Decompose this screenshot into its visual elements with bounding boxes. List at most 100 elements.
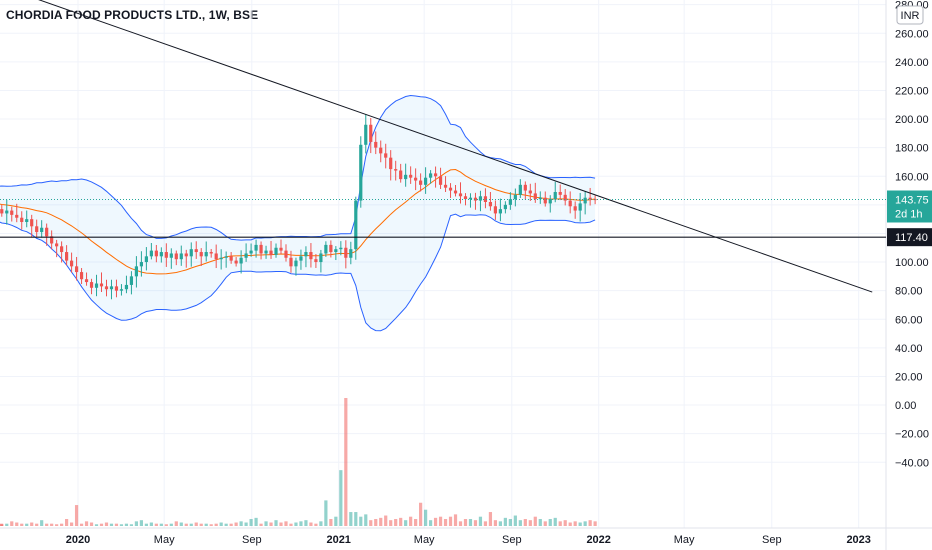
horizontal-line-badge: 117.40 (887, 228, 932, 247)
volume-bar (304, 520, 308, 526)
candle (114, 279, 119, 298)
volume-bar (15, 522, 19, 526)
y-tick-label: 100.00 (895, 257, 929, 269)
volume-bar (55, 524, 59, 526)
y-tick-label: 0.00 (895, 400, 916, 412)
candle (264, 245, 268, 259)
candle (139, 251, 143, 277)
volume-bar (344, 398, 348, 526)
candle (399, 163, 403, 183)
candle (0, 204, 4, 217)
bollinger-band-fill (0, 95, 596, 331)
volume-bar (389, 520, 393, 526)
y-tick-label: 180.00 (895, 143, 929, 155)
volume-bar (438, 516, 443, 526)
volume-bar (114, 523, 119, 526)
volume-bar (548, 519, 552, 526)
candle (498, 198, 502, 222)
x-tick-label: 2023 (846, 534, 870, 546)
descending-trendline[interactable] (0, 0, 873, 293)
candle (184, 249, 188, 268)
candle (593, 195, 597, 205)
volume-bar (364, 514, 368, 526)
volume-bar (553, 517, 557, 526)
candle (379, 140, 383, 163)
candle (513, 188, 517, 207)
candle (349, 241, 353, 265)
volume-bar (289, 523, 293, 526)
candle (573, 201, 577, 219)
volume-bar (573, 521, 577, 526)
volume-bar (299, 521, 303, 526)
volume-bar (329, 519, 333, 526)
candle (109, 279, 114, 300)
volume-bar (468, 519, 473, 526)
volume-bar (109, 523, 114, 526)
candle (134, 256, 139, 288)
volume-bar (204, 523, 208, 526)
candle (523, 181, 527, 200)
candle (199, 248, 203, 266)
volume-bar (209, 524, 213, 526)
candle (374, 131, 378, 155)
time-axis[interactable]: 2020 May Sep 2021 May Sep 2022 May Sep 2023 (66, 534, 871, 546)
volume-bar (99, 523, 104, 526)
candle (194, 241, 198, 259)
x-tick-label: Sep (242, 534, 262, 546)
candle (329, 240, 333, 258)
last-price-value: 143.75 (895, 194, 929, 206)
candle (119, 284, 124, 296)
volume-bar (528, 520, 532, 526)
volume-bar (74, 505, 79, 526)
candle (69, 252, 74, 273)
candlestick-series (0, 114, 597, 300)
volume-bar (284, 521, 288, 526)
candle (144, 247, 148, 271)
volume-bar (149, 522, 153, 526)
candle (60, 241, 64, 263)
candle (79, 268, 84, 284)
volume-bar (164, 524, 168, 526)
y-tick-label: −20.00 (895, 429, 929, 441)
volume-bar (558, 521, 562, 526)
volume-bar (409, 516, 413, 526)
candle (419, 173, 423, 192)
volume-bar (424, 509, 428, 526)
volume-bar (513, 515, 517, 526)
volume-bar (359, 516, 363, 526)
volume-bar (89, 522, 94, 526)
candle (468, 193, 473, 208)
volume-bar (40, 520, 44, 526)
volume-bar (443, 519, 448, 526)
volume-bar (69, 522, 74, 526)
currency-button[interactable]: INR (896, 5, 924, 25)
volume-bar (404, 520, 408, 526)
candle (588, 187, 592, 206)
volume-bar (374, 519, 378, 526)
candle (503, 201, 507, 214)
candle (548, 195, 552, 213)
candle (568, 191, 572, 214)
volume-bar (199, 523, 203, 526)
candle (518, 179, 522, 198)
y-tick-label: 40.00 (895, 343, 923, 355)
candle (488, 192, 493, 211)
candle (104, 279, 109, 297)
volume-bar (84, 521, 89, 526)
volume-bar (45, 523, 49, 526)
volume-bar (234, 522, 238, 526)
x-tick-label: May (154, 534, 175, 546)
volume-bar (259, 523, 263, 526)
candle (189, 242, 193, 267)
candle (448, 183, 453, 198)
y-tick-label: 80.00 (895, 286, 923, 298)
y-tick-label: 20.00 (895, 371, 923, 383)
volume-bar (244, 522, 248, 526)
volume-bar (224, 523, 228, 526)
volume-bar (324, 500, 328, 526)
volume-bar (319, 521, 323, 526)
volume-bar (239, 521, 243, 526)
candle (89, 278, 94, 295)
candle (55, 239, 59, 258)
